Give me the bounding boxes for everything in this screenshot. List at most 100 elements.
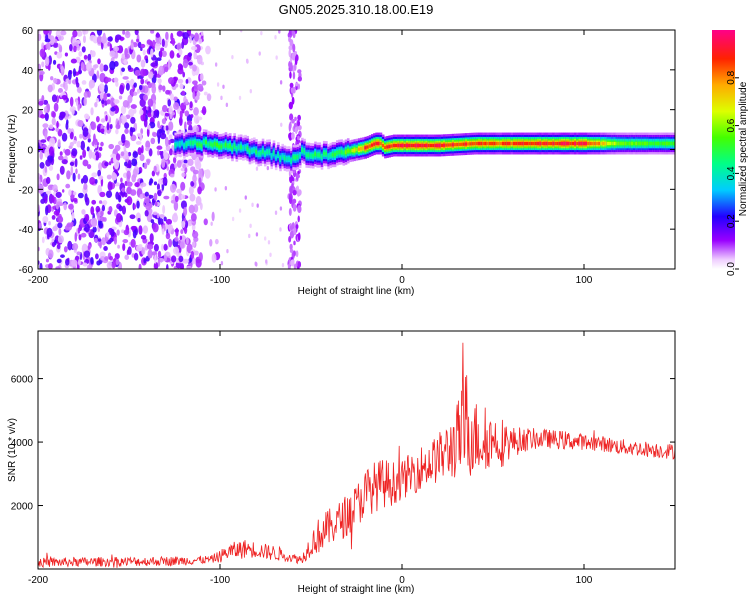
noise-speckle: [179, 110, 183, 119]
noise-speckle: [289, 121, 292, 130]
noise-speckle: [142, 225, 149, 234]
noise-speckle: [100, 118, 106, 123]
ridge-cell: [630, 141, 634, 146]
noise-speckle: [60, 254, 65, 258]
noise-speckle: [108, 161, 112, 166]
noise-speckle: [45, 205, 49, 216]
noise-speckle: [132, 229, 137, 239]
noise-speckle: [102, 64, 109, 72]
noise-speckle: [133, 82, 137, 88]
noise-speckle: [38, 204, 41, 213]
noise-speckle: [173, 102, 180, 110]
noise-speckle: [61, 189, 65, 193]
ridge-cell: [502, 141, 505, 146]
noise-speckle: [121, 67, 125, 72]
noise-speckle: [104, 161, 109, 167]
noise-speckle: [97, 169, 102, 177]
noise-speckle: [127, 65, 132, 71]
noise-speckle: [56, 243, 61, 250]
ridge-cell: [349, 149, 352, 153]
noise-speckle: [143, 118, 148, 128]
noise-speckle: [183, 258, 189, 264]
noise-speckle: [265, 259, 268, 264]
ridge-cell: [231, 146, 234, 151]
colorbar-label: Normalized spectral amplitude: [738, 81, 749, 216]
noise-speckle: [52, 42, 59, 48]
noise-speckle: [53, 77, 58, 84]
noise-speckle: [196, 54, 203, 65]
noise-speckle: [91, 199, 97, 205]
ridge-cell: [290, 158, 293, 163]
noise-speckle: [83, 250, 91, 258]
noise-speckle: [156, 57, 162, 62]
noise-speckle: [198, 38, 203, 45]
noise-speckle: [109, 123, 113, 130]
noise-speckle: [103, 217, 107, 222]
ridge-cell: [622, 141, 625, 146]
ridge-cell: [582, 141, 586, 146]
ridge-cell: [215, 142, 219, 147]
noise-speckle: [125, 80, 131, 85]
noise-speckle: [45, 176, 51, 185]
ridge-cell: [320, 155, 324, 159]
noise-speckle: [122, 100, 130, 108]
y-tick-label: -40: [19, 225, 34, 236]
ridge-cell: [412, 143, 416, 148]
noise-speckle: [111, 261, 116, 269]
ridge-cell: [263, 151, 267, 156]
x-tick-label: -200: [28, 575, 48, 586]
ridge-cell: [255, 149, 258, 154]
noise-speckle: [117, 244, 120, 249]
noise-speckle: [130, 127, 136, 133]
ridge-cell: [399, 143, 402, 148]
noise-speckle: [171, 213, 178, 223]
noise-speckle: [161, 50, 167, 57]
noise-speckle: [180, 194, 186, 200]
noise-speckle: [151, 251, 158, 256]
noise-speckle: [130, 189, 137, 196]
noise-speckle: [101, 237, 106, 246]
noise-speckle: [238, 208, 242, 213]
noise-speckle: [102, 200, 108, 206]
spectrogram-x-label: Height of straight line (km): [298, 286, 415, 297]
ridge-cell: [558, 141, 562, 146]
noise-speckle: [126, 53, 130, 59]
ridge-cell: [246, 146, 250, 151]
noise-speckle: [297, 232, 301, 241]
noise-speckle: [157, 189, 162, 197]
noise-speckle: [214, 238, 219, 245]
noise-speckle: [161, 228, 165, 235]
ridge-cell: [366, 145, 370, 149]
noise-speckle: [148, 148, 153, 157]
ridge-cell: [178, 142, 182, 146]
ridge-cell: [486, 141, 490, 146]
noise-speckle: [291, 52, 296, 61]
ridge-cell: [477, 141, 481, 146]
colorbar-tick-label: 0.4: [726, 166, 737, 180]
noise-speckle: [297, 120, 301, 127]
noise-speckle: [173, 96, 178, 102]
noise-speckle: [75, 99, 79, 107]
noise-speckle: [121, 133, 126, 144]
noise-speckle: [83, 183, 88, 190]
ridge-cell: [360, 147, 363, 151]
noise-speckle: [146, 127, 150, 138]
noise-speckle: [51, 241, 56, 248]
ridge-cell: [226, 144, 230, 149]
noise-speckle: [138, 225, 143, 235]
noise-speckle: [113, 159, 120, 170]
noise-speckle: [297, 215, 300, 223]
noise-speckle: [139, 68, 146, 77]
noise-speckle: [126, 249, 130, 256]
noise-speckle: [104, 84, 108, 94]
noise-speckle: [121, 229, 125, 234]
ridge-cell: [460, 142, 464, 146]
noise-speckle: [168, 105, 173, 115]
ridge-cell: [277, 152, 280, 157]
noise-speckle: [76, 82, 80, 88]
noise-speckle: [203, 169, 207, 175]
noise-speckle: [288, 235, 292, 243]
noise-speckle: [198, 177, 202, 186]
noise-speckle: [171, 255, 177, 263]
noise-speckle: [99, 191, 106, 198]
